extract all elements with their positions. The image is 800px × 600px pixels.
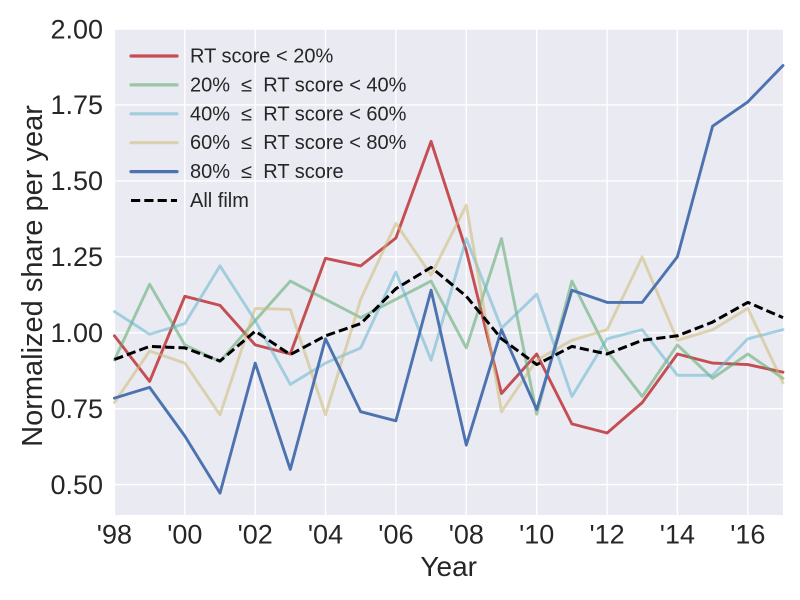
svg-text:Normalized share per year: Normalized share per year [17, 105, 49, 447]
svg-text:0.75: 0.75 [50, 394, 103, 424]
svg-text:'14: '14 [660, 520, 695, 550]
svg-text:'12: '12 [590, 520, 625, 550]
svg-text:1.00: 1.00 [50, 318, 103, 348]
svg-text:Year: Year [420, 551, 477, 582]
svg-text:20% ≤ RT score < 40%: 20% ≤ RT score < 40% [190, 74, 407, 96]
svg-text:'08: '08 [449, 520, 484, 550]
svg-text:60% ≤ RT score < 80%: 60% ≤ RT score < 80% [190, 132, 407, 154]
svg-text:1.50: 1.50 [50, 166, 103, 196]
svg-text:40% ≤ RT score < 60%: 40% ≤ RT score < 60% [190, 103, 407, 125]
svg-text:'10: '10 [519, 520, 554, 550]
svg-text:'06: '06 [378, 520, 413, 550]
svg-text:'98: '98 [97, 520, 132, 550]
svg-text:'16: '16 [730, 520, 765, 550]
svg-text:All film: All film [190, 190, 249, 212]
svg-text:1.25: 1.25 [50, 242, 103, 272]
svg-text:'02: '02 [238, 520, 273, 550]
svg-text:80% ≤ RT score: 80% ≤ RT score [190, 161, 344, 183]
svg-text:RT score < 20%: RT score < 20% [190, 46, 333, 68]
svg-text:1.75: 1.75 [50, 90, 103, 120]
svg-text:2.00: 2.00 [50, 14, 103, 44]
svg-text:'04: '04 [308, 520, 343, 550]
svg-text:0.50: 0.50 [50, 470, 103, 500]
svg-text:'00: '00 [167, 520, 202, 550]
